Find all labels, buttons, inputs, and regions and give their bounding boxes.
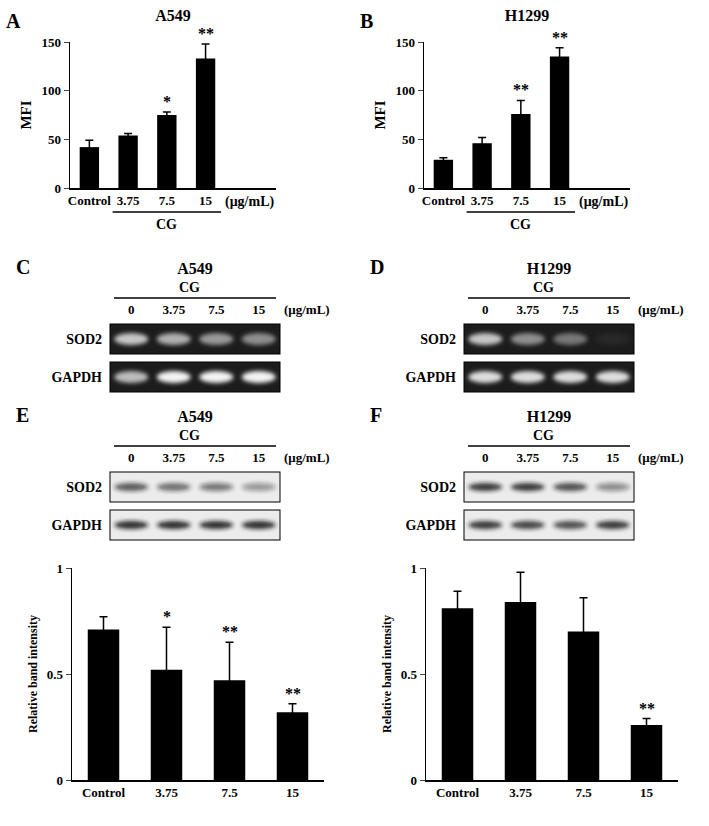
svg-text:7.5: 7.5 xyxy=(513,193,530,208)
svg-text:SOD2: SOD2 xyxy=(66,480,102,495)
svg-text:MFI: MFI xyxy=(372,100,388,129)
svg-text:(μg/mL): (μg/mL) xyxy=(225,194,274,210)
svg-text:CG: CG xyxy=(533,280,554,295)
svg-text:150: 150 xyxy=(41,35,61,50)
svg-text:GAPDH: GAPDH xyxy=(405,370,456,385)
svg-text:0: 0 xyxy=(56,773,63,788)
svg-text:**: ** xyxy=(513,81,529,98)
svg-text:E: E xyxy=(16,404,29,426)
svg-text:GAPDH: GAPDH xyxy=(51,370,102,385)
svg-text:(μg/mL): (μg/mL) xyxy=(284,450,330,465)
svg-text:SOD2: SOD2 xyxy=(420,332,456,347)
svg-text:50: 50 xyxy=(48,132,61,147)
svg-text:(μg/mL): (μg/mL) xyxy=(579,194,628,210)
svg-text:0.5: 0.5 xyxy=(401,667,418,682)
svg-text:0: 0 xyxy=(128,302,135,317)
svg-text:15: 15 xyxy=(252,302,266,317)
svg-text:0: 0 xyxy=(128,450,135,465)
svg-text:3.75: 3.75 xyxy=(516,302,539,317)
svg-text:CG: CG xyxy=(179,280,200,295)
svg-text:3.75: 3.75 xyxy=(471,193,494,208)
svg-text:A549: A549 xyxy=(155,7,191,24)
svg-text:GAPDH: GAPDH xyxy=(405,518,456,533)
svg-text:GAPDH: GAPDH xyxy=(51,518,102,533)
svg-text:3.75: 3.75 xyxy=(162,302,185,317)
svg-text:*: * xyxy=(163,93,171,110)
svg-text:CG: CG xyxy=(179,428,200,443)
svg-text:0: 0 xyxy=(408,181,415,196)
svg-text:A: A xyxy=(6,10,21,32)
svg-text:**: ** xyxy=(552,29,568,46)
svg-text:**: ** xyxy=(639,700,655,717)
svg-text:*: * xyxy=(163,608,171,625)
svg-text:15: 15 xyxy=(640,785,654,800)
svg-text:7.5: 7.5 xyxy=(208,302,225,317)
svg-text:Relative band intensity: Relative band intensity xyxy=(26,615,40,733)
svg-text:**: ** xyxy=(222,623,238,640)
svg-text:CG: CG xyxy=(533,428,554,443)
svg-text:100: 100 xyxy=(395,83,415,98)
svg-text:H1299: H1299 xyxy=(505,7,549,24)
svg-text:15: 15 xyxy=(199,193,213,208)
svg-text:0: 0 xyxy=(54,181,61,196)
svg-text:100: 100 xyxy=(41,83,61,98)
svg-text:A549: A549 xyxy=(177,260,213,277)
svg-text:**: ** xyxy=(285,685,301,702)
svg-text:7.5: 7.5 xyxy=(562,302,579,317)
svg-text:1: 1 xyxy=(56,561,63,576)
svg-text:SOD2: SOD2 xyxy=(66,332,102,347)
svg-text:3.75: 3.75 xyxy=(155,785,178,800)
svg-text:(μg/mL): (μg/mL) xyxy=(638,450,684,465)
svg-text:H1299: H1299 xyxy=(527,260,571,277)
svg-text:3.75: 3.75 xyxy=(516,450,539,465)
svg-text:A549: A549 xyxy=(177,408,213,425)
svg-text:7.5: 7.5 xyxy=(562,450,579,465)
svg-text:CG: CG xyxy=(510,217,531,232)
svg-text:0: 0 xyxy=(410,773,417,788)
svg-text:15: 15 xyxy=(286,785,300,800)
svg-text:(μg/mL): (μg/mL) xyxy=(284,302,330,317)
svg-text:3.75: 3.75 xyxy=(117,193,140,208)
svg-text:Control: Control xyxy=(422,193,465,208)
svg-text:Control: Control xyxy=(436,785,479,800)
svg-text:D: D xyxy=(370,256,384,278)
svg-text:0: 0 xyxy=(482,450,489,465)
svg-text:0.5: 0.5 xyxy=(47,667,64,682)
svg-text:1: 1 xyxy=(410,561,417,576)
svg-text:3.75: 3.75 xyxy=(509,785,532,800)
svg-text:15: 15 xyxy=(553,193,567,208)
svg-text:7.5: 7.5 xyxy=(208,450,225,465)
svg-text:(μg/mL): (μg/mL) xyxy=(638,302,684,317)
svg-text:150: 150 xyxy=(395,35,415,50)
svg-text:Control: Control xyxy=(68,193,111,208)
svg-text:Relative band intensity: Relative band intensity xyxy=(380,615,394,733)
svg-text:C: C xyxy=(16,256,30,278)
svg-text:15: 15 xyxy=(252,450,266,465)
svg-text:0: 0 xyxy=(482,302,489,317)
svg-text:Control: Control xyxy=(82,785,125,800)
svg-text:**: ** xyxy=(198,25,214,42)
svg-text:H1299: H1299 xyxy=(527,408,571,425)
svg-text:MFI: MFI xyxy=(18,100,34,129)
svg-text:F: F xyxy=(370,404,382,426)
svg-text:7.5: 7.5 xyxy=(221,785,238,800)
svg-text:50: 50 xyxy=(402,132,415,147)
svg-text:7.5: 7.5 xyxy=(159,193,176,208)
svg-text:15: 15 xyxy=(606,302,620,317)
svg-text:SOD2: SOD2 xyxy=(420,480,456,495)
svg-text:7.5: 7.5 xyxy=(575,785,592,800)
svg-text:B: B xyxy=(360,10,373,32)
svg-text:15: 15 xyxy=(606,450,620,465)
svg-text:CG: CG xyxy=(156,217,177,232)
svg-text:3.75: 3.75 xyxy=(162,450,185,465)
